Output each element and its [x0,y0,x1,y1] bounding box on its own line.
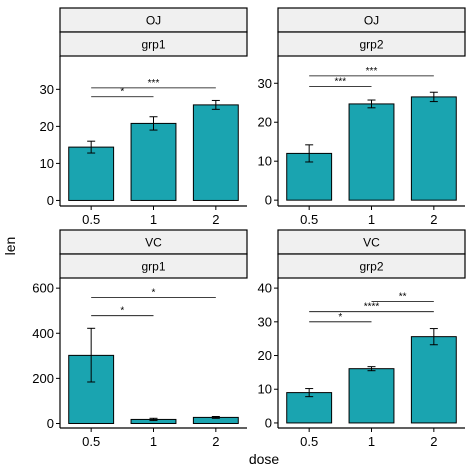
x-tick-label: 1 [150,434,157,449]
x-tick-label: 1 [368,434,375,449]
facet-strip-1 [59,229,248,255]
y-tick-label: 0 [265,193,272,208]
facet-strip-label: VC [145,236,162,250]
facet-strip-2 [277,253,466,279]
significance-label: * [152,288,156,299]
x-tick-label: 2 [212,212,219,227]
bar [130,122,177,201]
significance-label: **** [364,302,380,313]
y-tick-label: 20 [40,119,54,134]
bar [410,96,457,201]
significance-label: *** [366,66,378,77]
x-tick-label: 1 [150,212,157,227]
y-tick-label: 200 [32,371,54,386]
x-tick-label: 2 [430,212,437,227]
facet-strip-label: grp1 [141,260,165,274]
facet-strip-label: VC [363,236,380,250]
y-tick-label: 30 [40,82,54,97]
y-axis-title: len [2,237,18,256]
y-tick-label: 20 [258,115,272,130]
y-tick-label: 20 [258,348,272,363]
facet-strip-2 [277,31,466,57]
panel-2: OJ grp2 *** *** 0 10 20 30 0.5 1 2 [258,7,466,227]
y-tick-label: 30 [258,76,272,91]
facet-strip-2 [59,31,248,57]
y-tick-label: 0 [265,415,272,430]
bar [286,152,333,201]
y-tick-label: 0 [47,416,54,431]
x-tick-label: 2 [212,434,219,449]
facet-strip-label: grp2 [359,38,383,52]
x-tick-label: 1 [368,212,375,227]
y-tick-label: 30 [258,314,272,329]
significance-label: * [120,306,124,317]
x-tick-label: 0.5 [82,212,100,227]
y-tick-label: 400 [32,326,54,341]
x-tick-label: 2 [430,434,437,449]
y-tick-label: 600 [32,281,54,296]
panel-3: VC grp1 * * 0 200 400 600 0.5 1 2 [32,229,248,449]
y-tick-label: 10 [258,382,272,397]
significance-label: *** [148,78,160,89]
facet-strip-label: OJ [364,14,379,28]
x-axis-title: dose [249,451,280,467]
bar [410,336,457,424]
y-tick-label: 10 [258,154,272,169]
facet-strip-label: grp2 [359,260,383,274]
facet-strip-1 [59,7,248,33]
significance-label: ** [399,292,407,303]
x-tick-label: 0.5 [82,434,100,449]
facet-strip-label: grp1 [141,38,165,52]
y-tick-label: 10 [40,156,54,171]
y-tick-label: 0 [47,193,54,208]
facet-strip-2 [59,253,248,279]
significance-label: * [120,87,124,98]
bar [192,104,239,201]
significance-label: *** [334,76,346,87]
bar [348,368,395,424]
bar [348,103,395,201]
bar [286,392,333,424]
x-tick-label: 0.5 [300,212,318,227]
facet-strip-label: OJ [146,14,161,28]
x-tick-label: 0.5 [300,434,318,449]
facet-strip-1 [277,7,466,33]
y-tick-label: 40 [258,281,272,296]
bar [68,146,115,201]
significance-label: * [338,312,342,323]
